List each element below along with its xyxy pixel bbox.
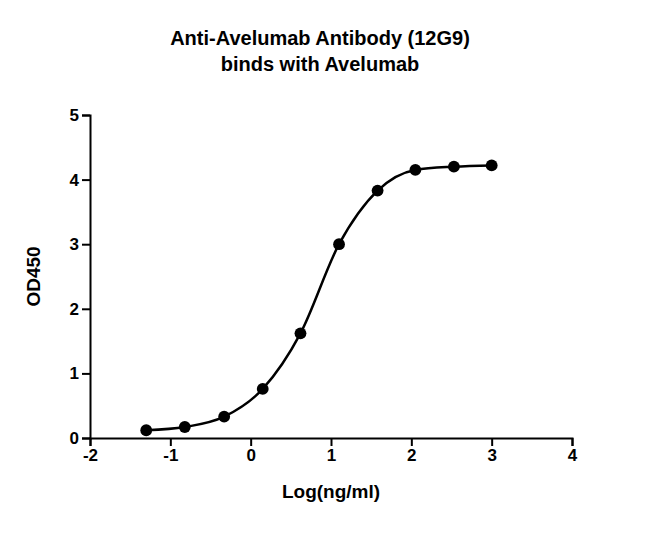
tick: 1 bbox=[327, 438, 336, 465]
y-axis: 0 1 2 3 4 5 bbox=[70, 106, 91, 448]
tick-mark bbox=[82, 373, 90, 375]
marker bbox=[257, 383, 269, 395]
tick: 0 bbox=[70, 429, 90, 448]
line bbox=[146, 165, 491, 430]
tick-mark bbox=[411, 438, 413, 446]
tick-mark bbox=[82, 438, 90, 440]
marker bbox=[448, 161, 460, 173]
marker bbox=[486, 159, 498, 171]
tick-label: -1 bbox=[163, 446, 178, 465]
marker bbox=[333, 238, 345, 250]
tick-mark bbox=[82, 244, 90, 246]
tick-label: 0 bbox=[70, 429, 79, 448]
tick: 0 bbox=[246, 438, 255, 465]
marker bbox=[295, 327, 307, 339]
tick-mark bbox=[491, 438, 493, 446]
tick: 1 bbox=[70, 364, 90, 383]
tick-label: 5 bbox=[70, 106, 79, 125]
tick-mark bbox=[572, 438, 574, 446]
tick-mark bbox=[331, 438, 333, 446]
tick-mark bbox=[170, 438, 172, 446]
y-axis-title: OD450 bbox=[23, 246, 44, 306]
tick: -2 bbox=[83, 438, 98, 465]
marker bbox=[179, 421, 191, 433]
tick-mark bbox=[82, 308, 90, 310]
marker bbox=[372, 185, 384, 197]
tick-mark bbox=[82, 179, 90, 181]
tick-label: 3 bbox=[487, 446, 496, 465]
marker bbox=[140, 424, 152, 436]
tick-label: 0 bbox=[246, 446, 255, 465]
tick: 5 bbox=[70, 106, 90, 125]
x-axis: -2 -1 0 1 2 3 4 bbox=[83, 438, 578, 465]
tick-label: -2 bbox=[83, 446, 98, 465]
tick-label: 2 bbox=[70, 300, 79, 319]
axis-line bbox=[82, 116, 91, 439]
marker bbox=[218, 411, 230, 423]
title: Anti-Avelumab Antibody (12G9)binds with … bbox=[170, 27, 470, 75]
tick-label: 1 bbox=[327, 446, 336, 465]
tick: 3 bbox=[70, 235, 90, 254]
tick-label: 4 bbox=[70, 171, 80, 190]
tick-mark bbox=[82, 115, 90, 117]
marker bbox=[409, 164, 421, 176]
tick: 2 bbox=[407, 438, 416, 465]
x-axis-title: Log(ng/ml) bbox=[282, 481, 380, 502]
tick: 4 bbox=[70, 171, 90, 190]
tick-label: 1 bbox=[70, 364, 79, 383]
tick-label: 4 bbox=[568, 446, 578, 465]
tick: 4 bbox=[568, 438, 578, 465]
tick-label: 3 bbox=[70, 235, 79, 254]
axis-line bbox=[91, 439, 573, 447]
tick: 2 bbox=[70, 300, 90, 319]
tick-label: 2 bbox=[407, 446, 416, 465]
tick: -1 bbox=[163, 438, 178, 465]
plot-area bbox=[140, 159, 497, 436]
tick-mark bbox=[250, 438, 252, 446]
chart: Anti-Avelumab Antibody (12G9)binds with … bbox=[0, 0, 650, 540]
tick: 3 bbox=[487, 438, 496, 465]
